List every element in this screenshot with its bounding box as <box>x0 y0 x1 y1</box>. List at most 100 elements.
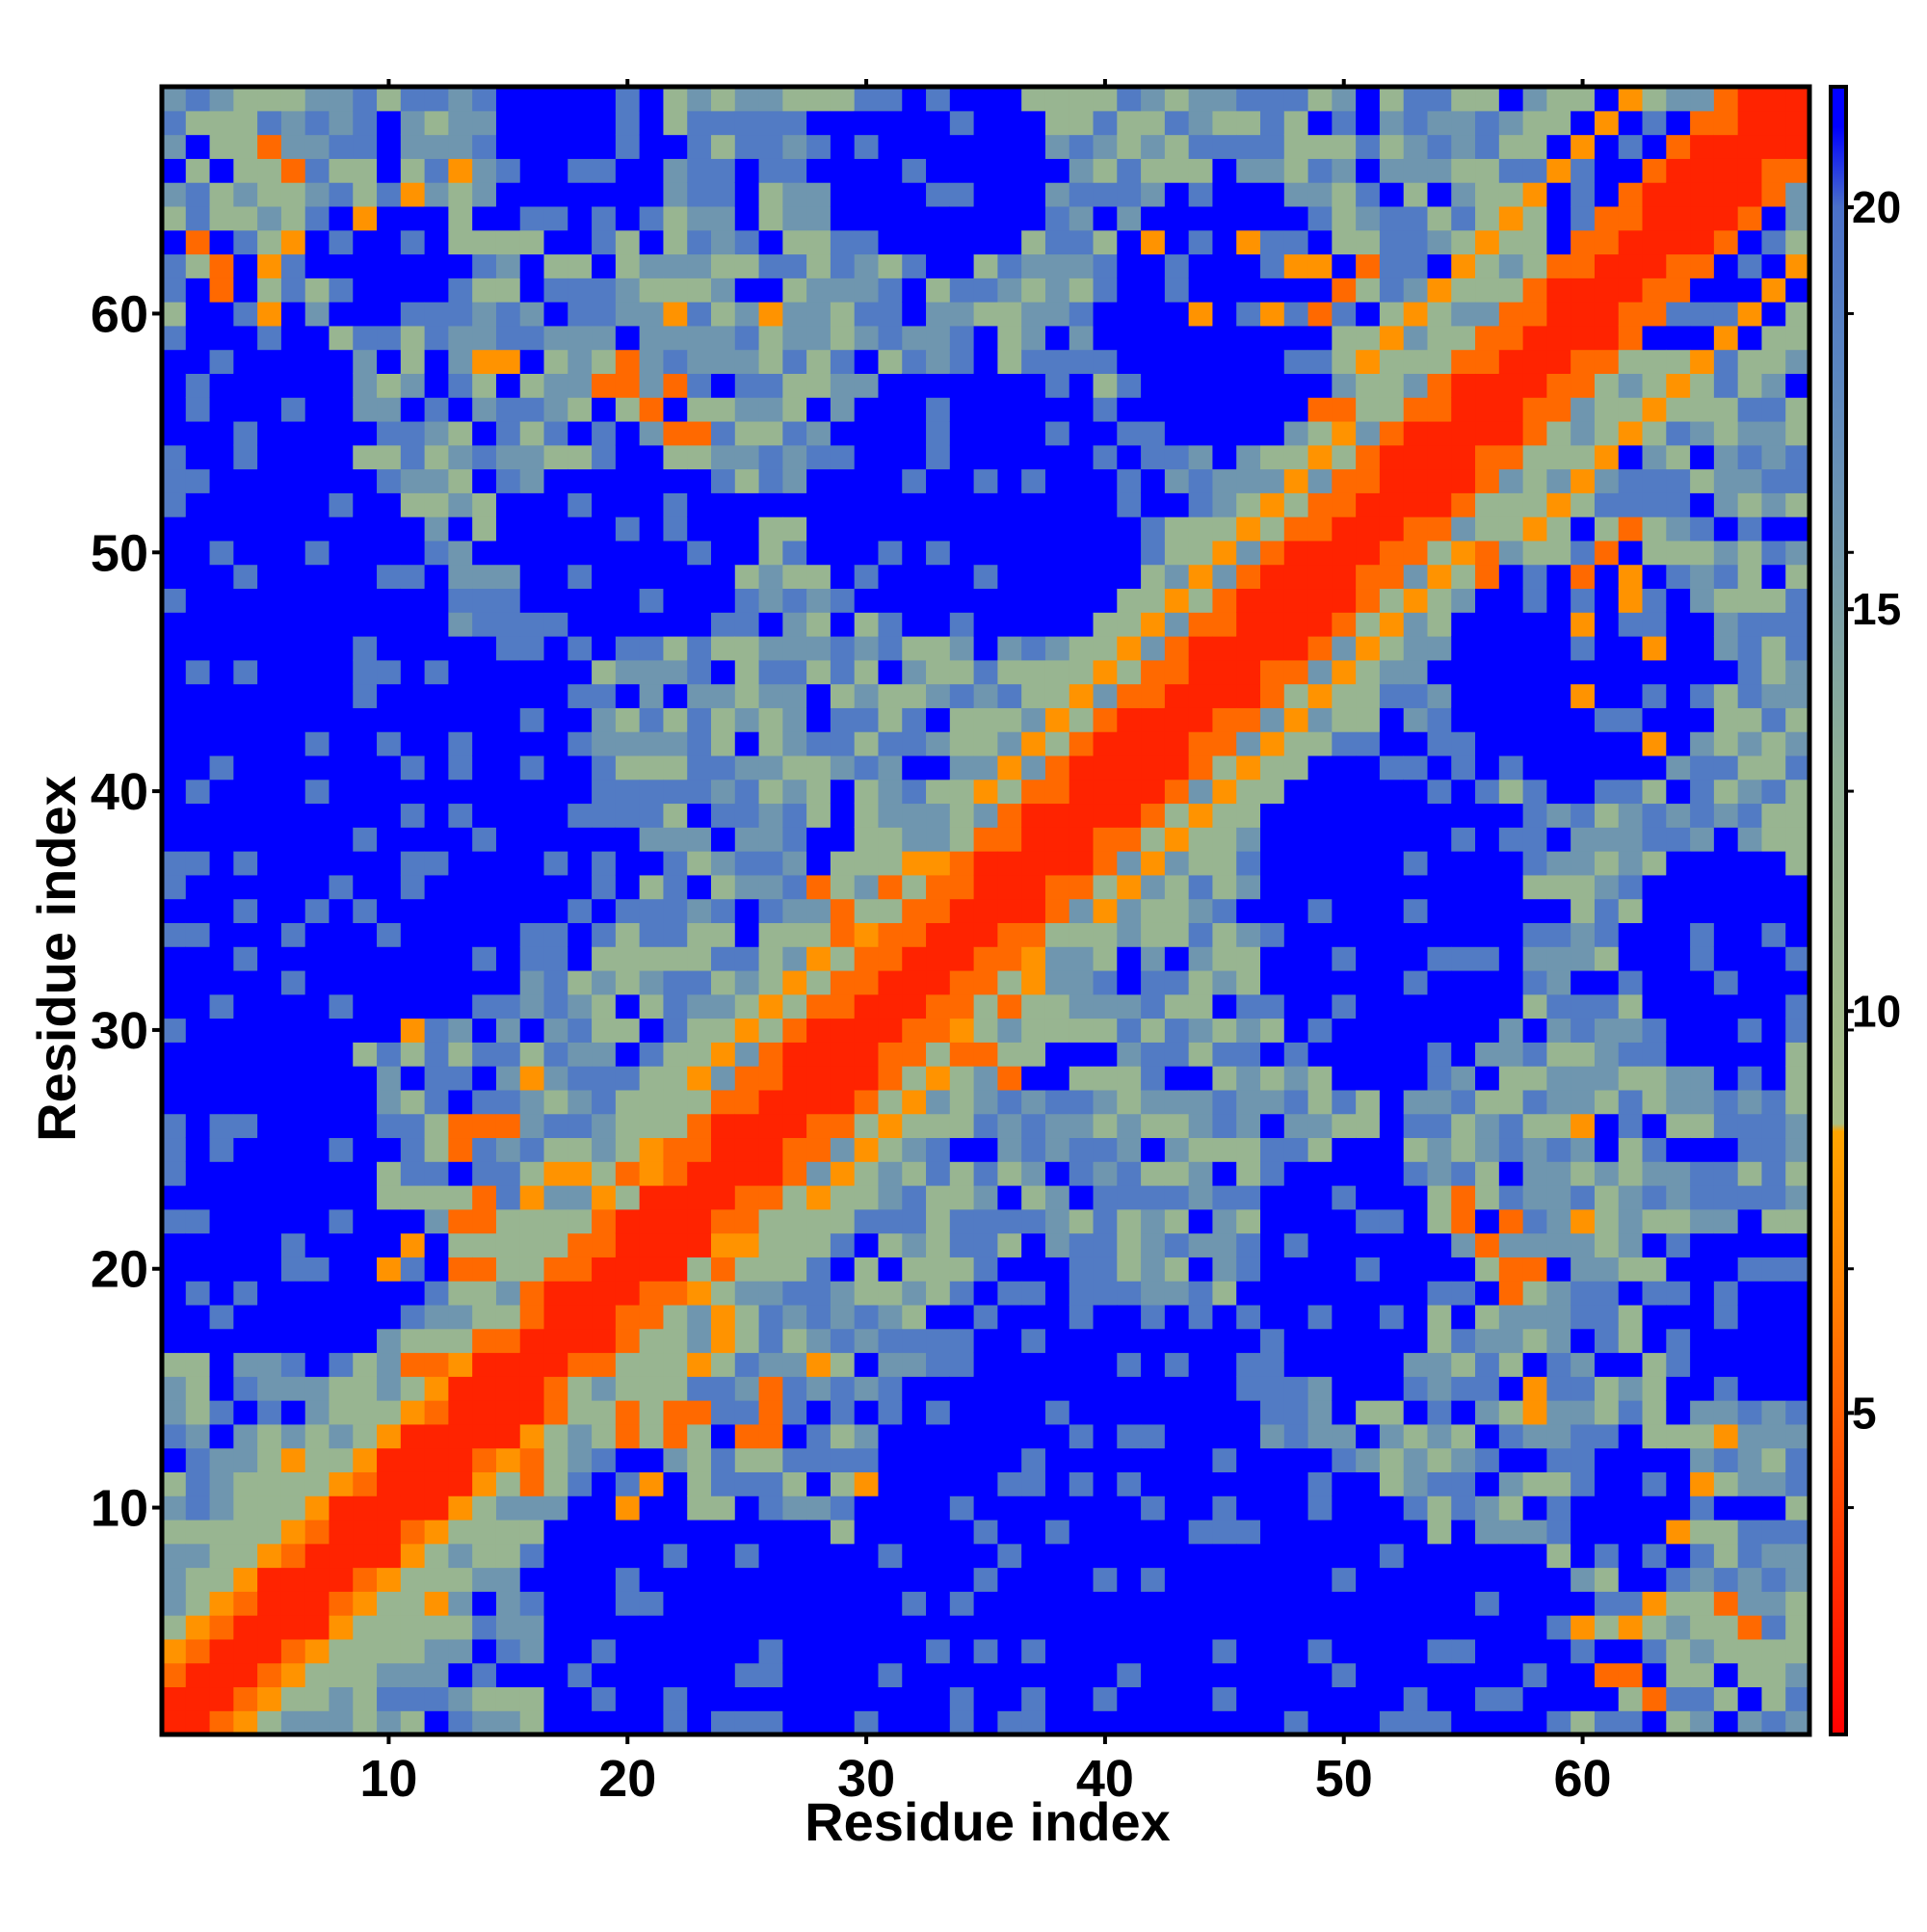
heatmap-cell <box>592 206 616 230</box>
heatmap-cell <box>1069 302 1094 326</box>
heatmap-cell <box>1475 445 1499 469</box>
heatmap-cell <box>329 1066 353 1090</box>
heatmap-cell <box>831 1615 855 1639</box>
heatmap-cell <box>305 111 330 135</box>
heatmap-cell <box>401 1686 425 1710</box>
heatmap-cell <box>329 397 353 421</box>
heatmap-cell <box>1189 541 1213 565</box>
heatmap-cell <box>831 492 855 516</box>
heatmap-cell <box>233 827 257 851</box>
heatmap-cell <box>1595 970 1619 994</box>
heatmap-cell <box>640 1591 664 1615</box>
heatmap-cell <box>520 1544 544 1568</box>
heatmap-cell <box>1595 1471 1619 1495</box>
heatmap-cell <box>997 278 1021 302</box>
heatmap-cell <box>855 302 879 326</box>
heatmap-cell <box>377 1066 401 1090</box>
heatmap-cell <box>1546 1137 1571 1161</box>
heatmap-cell <box>616 230 640 254</box>
heatmap-cell <box>831 1137 855 1161</box>
heatmap-cell <box>1451 230 1475 254</box>
heatmap-cell <box>855 1329 879 1353</box>
heatmap-cell <box>305 780 330 804</box>
heatmap-cell <box>997 182 1021 206</box>
heatmap-cell <box>1165 1710 1189 1734</box>
heatmap-cell <box>1499 755 1523 780</box>
heatmap-cell <box>1404 253 1428 278</box>
heatmap-cell <box>592 994 616 1019</box>
heatmap-cell <box>878 875 902 899</box>
heatmap-cell <box>974 397 998 421</box>
heatmap-cell <box>1690 1710 1714 1734</box>
heatmap-cell <box>1165 1137 1189 1161</box>
heatmap-cell <box>329 731 353 755</box>
heatmap-cell <box>281 1495 305 1520</box>
heatmap-cell <box>1260 1448 1284 1472</box>
heatmap-cell <box>592 1352 616 1376</box>
heatmap-cell <box>1714 1281 1738 1305</box>
heatmap-cell <box>1451 350 1475 374</box>
heatmap-cell <box>496 278 520 302</box>
heatmap-cell <box>806 660 831 684</box>
heatmap-cell <box>1595 469 1619 493</box>
heatmap-cell <box>855 1185 879 1209</box>
heatmap-cell <box>568 1185 592 1209</box>
heatmap-cell <box>281 827 305 851</box>
heatmap-cell <box>759 1686 783 1710</box>
heatmap-cell <box>1619 565 1643 589</box>
heatmap-cell <box>974 158 998 182</box>
heatmap-cell <box>353 1066 377 1090</box>
heatmap-cell <box>735 253 759 278</box>
heatmap-cell <box>1260 445 1284 469</box>
heatmap-cell <box>782 492 806 516</box>
heatmap-cell <box>1117 1639 1141 1663</box>
heatmap-cell <box>997 1066 1021 1090</box>
heatmap-cell <box>759 516 783 541</box>
heatmap-cell <box>878 302 902 326</box>
heatmap-cell <box>663 1376 687 1400</box>
heatmap-cell <box>663 612 687 636</box>
heatmap-cell <box>1165 1495 1189 1520</box>
heatmap-cell <box>782 397 806 421</box>
heatmap-cell <box>353 445 377 469</box>
heatmap-cell <box>162 1257 186 1281</box>
heatmap-cell <box>855 970 879 994</box>
heatmap-cell <box>1499 182 1523 206</box>
heatmap-cell <box>401 1281 425 1305</box>
heatmap-cell <box>1475 875 1499 899</box>
heatmap-cell <box>1332 684 1356 708</box>
heatmap-cell <box>782 660 806 684</box>
heatmap-cell <box>1451 1544 1475 1568</box>
heatmap-cell <box>496 1520 520 1544</box>
heatmap-cell <box>1499 445 1523 469</box>
heatmap-cell <box>711 946 735 970</box>
heatmap-cell <box>1045 755 1069 780</box>
heatmap-cell <box>353 1424 377 1448</box>
heatmap-cell <box>1619 1471 1643 1495</box>
heatmap-cell <box>1117 253 1141 278</box>
heatmap-cell <box>1356 565 1380 589</box>
heatmap-cell <box>759 1161 783 1185</box>
heatmap-cell <box>1260 326 1284 350</box>
heatmap-cell <box>926 1257 950 1281</box>
heatmap-cell <box>1236 1090 1260 1114</box>
heatmap-cell <box>616 994 640 1019</box>
heatmap-cell <box>257 1591 281 1615</box>
heatmap-cell <box>1523 1185 1547 1209</box>
heatmap-cell <box>1332 899 1356 923</box>
heatmap-cell <box>401 111 425 135</box>
heatmap-cell <box>974 1066 998 1090</box>
heatmap-cell <box>1069 875 1094 899</box>
heatmap-cell <box>472 565 496 589</box>
heatmap-cell <box>1523 445 1547 469</box>
heatmap-cell <box>616 707 640 731</box>
heatmap-cell <box>186 1352 210 1376</box>
heatmap-cell <box>1356 1019 1380 1043</box>
heatmap-cell <box>1761 660 1785 684</box>
heatmap-cell <box>1690 1185 1714 1209</box>
heatmap-cell <box>687 684 711 708</box>
heatmap-cell <box>1427 445 1451 469</box>
heatmap-cell <box>1356 1257 1380 1281</box>
heatmap-cell <box>1284 660 1308 684</box>
heatmap-cell <box>950 1568 974 1592</box>
